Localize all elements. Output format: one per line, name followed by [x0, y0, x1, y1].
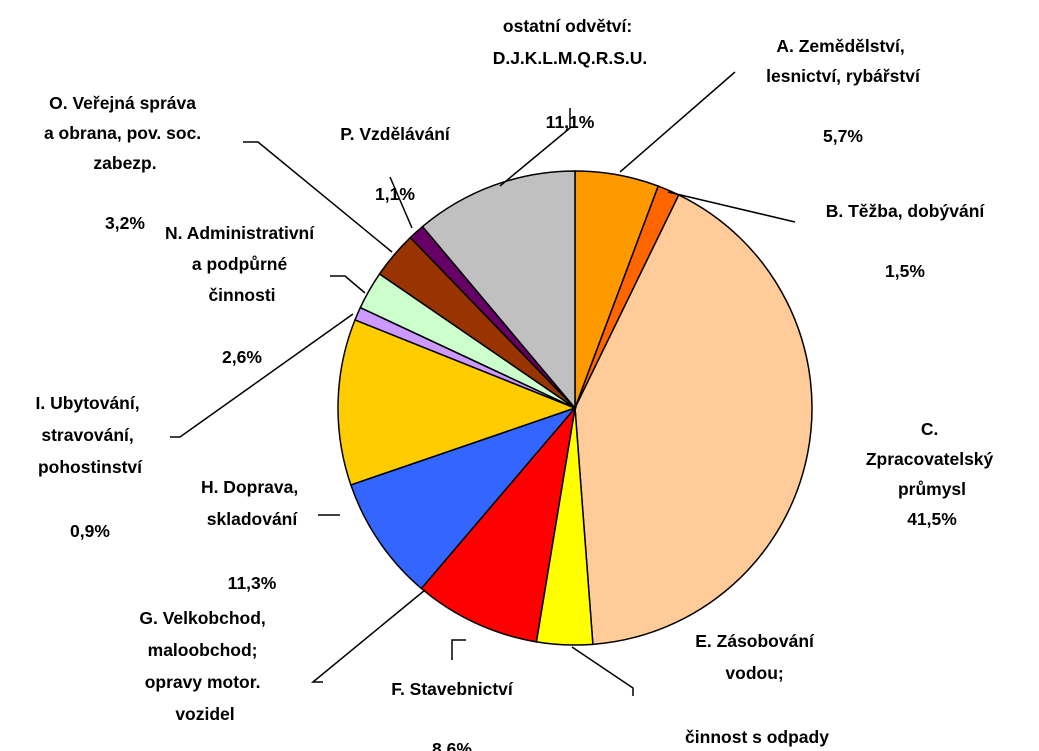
pie-slice	[337, 318, 578, 486]
leader-line	[619, 71, 736, 173]
slice-label: G. Velkobchod, maloobchod; opravy motor.…	[139, 608, 270, 724]
value-label: 3,2%	[105, 213, 145, 233]
value-label: 41,5%	[907, 509, 957, 529]
value-label: 11,3%	[228, 573, 277, 593]
slice-label: N. Administrativní a podpůrné činnosti	[165, 223, 319, 305]
value-label: 2,6%	[222, 347, 262, 367]
slice-label: B. Těžba, dobývání	[826, 201, 986, 221]
leader-line	[571, 646, 634, 696]
value-label: 8,6%	[432, 739, 472, 751]
pie-slice	[420, 405, 577, 643]
slice-label: F. Stavebnictví	[391, 679, 514, 699]
slice-label: C. Zpracovatelský průmysl	[866, 419, 998, 499]
value-label: 0,9%	[70, 521, 110, 541]
slice-label: ostatní odvětví: D.J.K.L.M.Q.R.S.U.	[493, 16, 648, 68]
pie-slice	[421, 170, 576, 411]
pie-slice	[349, 406, 578, 590]
value-label: 1,1%	[375, 184, 415, 204]
leader-line	[389, 176, 413, 229]
leader-line	[499, 108, 571, 187]
value-label: 5,7%	[823, 126, 863, 146]
leader-line	[170, 313, 354, 438]
pie-slice	[574, 193, 813, 646]
slice-label: I. Ubytování, stravování, pohostinství	[36, 393, 145, 477]
value-label: 1,5%	[885, 261, 925, 281]
slice-label: P. Vzdělávání	[340, 124, 451, 144]
slice-label: A. Zemědělství, lesnictví, rybářství	[766, 36, 921, 86]
leader-line	[310, 589, 426, 683]
slice-label: H. Doprava, skladování	[201, 477, 303, 529]
leader-line	[667, 191, 796, 223]
leader-line	[451, 639, 466, 660]
leader-line	[243, 141, 393, 253]
value-label: 11,1%	[546, 112, 595, 132]
slice-label: E. Zásobování vodou; činnost s odpady	[685, 631, 829, 747]
leader-line	[330, 275, 366, 294]
slice-label: O. Veřejná správa a obrana, pov. soc. za…	[44, 93, 206, 173]
